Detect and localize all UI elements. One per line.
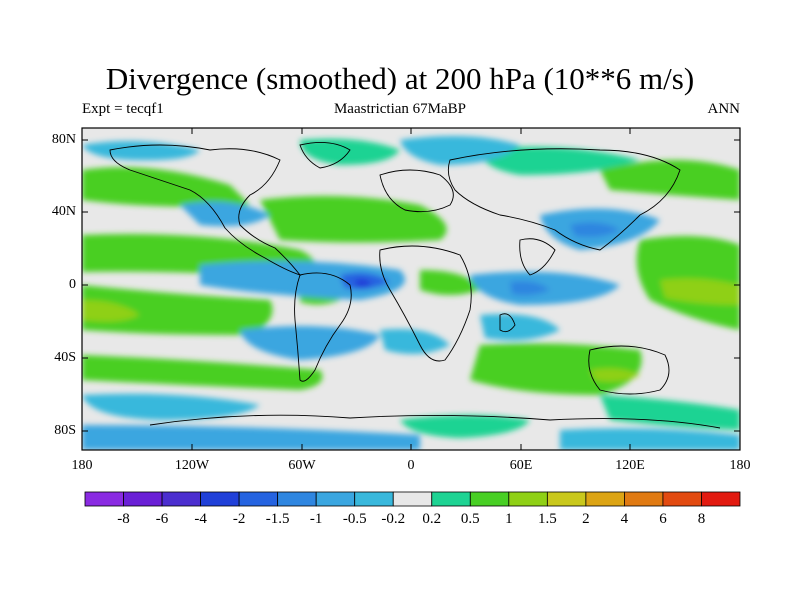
colorbar-label: -1.5 [265,511,290,527]
axis-ticks [82,128,740,450]
contour-negative [180,201,270,227]
coastline-europe [379,169,454,213]
coastline-madagascar [499,313,516,333]
colorbar-label: -0.5 [342,511,367,527]
contour-positive [590,368,640,382]
coastline-india [519,238,556,276]
contour-positive [82,285,273,335]
contour-positive [660,278,740,305]
lat-label: 0 [69,277,76,292]
colorbar-swatch [354,491,394,507]
colorbar-label: 4 [620,511,629,527]
contour-negative [380,329,450,354]
colorbar-swatch [546,491,587,507]
contour-negative [510,281,550,296]
contour-positive [82,167,250,207]
colorbar-label: 6 [659,511,667,527]
colorbar-label: 8 [697,511,706,527]
colorbar-label: 1.5 [537,511,557,527]
colorbar-label: -0.2 [381,511,406,527]
lon-label: 120E [615,458,645,473]
lat-label: 80S [54,423,76,438]
colorbar-swatch [469,491,510,507]
coastline-australia [588,345,670,395]
colorbar-swatch [315,491,356,507]
colorbar-swatch [123,491,163,507]
colorbar-label: -6 [155,511,169,527]
coastline-north-america [109,144,302,276]
coastline-asia [447,148,681,251]
colorbar-label: -8 [117,511,130,527]
colorbar-swatch [431,491,471,507]
lon-label: 180 [729,458,751,473]
colorbar-swatch [161,491,201,507]
contour-positive [600,395,740,430]
lon-label: 60E [509,458,533,473]
contour-positive [82,300,140,322]
colorbar-swatch [701,491,741,507]
contour-negative [82,393,260,420]
coastline-antarctica [149,414,721,429]
contour-positive [300,138,400,165]
coastline-south-america [294,272,352,382]
contour-negative [82,425,420,450]
contour-negative [355,278,372,288]
colorbar-label: -2 [232,511,246,527]
colorbar-swatch [585,491,625,507]
contour-positive [82,355,323,390]
lat-label: 40N [51,204,76,219]
colorbar-swatch [624,491,664,507]
colorbar-label: 0.2 [422,511,442,527]
map-field [82,128,740,450]
contour-negative [400,136,520,165]
colorbar-label: -4 [194,511,207,527]
lat-label: 80N [51,132,76,147]
colorbar-swatch [392,491,433,507]
colorbar-label: -1 [309,511,323,527]
season-label: ANN [707,101,741,117]
contour-negative [570,222,620,238]
lon-label: 120W [174,458,210,473]
coastline-greenland [299,141,351,169]
contour-negative [560,428,740,450]
colorbar-swatch [662,491,702,507]
colorbar-swatch [200,491,240,507]
colorbar [84,491,741,507]
contour-positive [480,146,640,175]
colorbar-swatch [277,491,317,507]
lon-label: 60W [288,458,316,473]
colorbar-swatch [508,491,548,507]
colorbar-label: 2 [582,511,590,527]
contour-positive [470,343,642,395]
contour-positive [420,270,480,295]
colorbar-label: 1 [505,511,513,527]
contour-negative [240,326,380,360]
coastline-africa [379,245,472,362]
lat-label: 40S [54,350,76,365]
lon-label: 0 [407,458,415,473]
coastlines [109,141,721,429]
colorbar-swatch [238,491,279,507]
contour-positive [600,160,740,200]
period-label: Maastrictian 67MaBP [333,101,467,117]
map-title: Divergence (smoothed) at 200 hPa (10**6 … [105,61,695,96]
colorbar-swatch [84,491,124,507]
lon-label: 180 [71,458,93,473]
experiment-label: Expt = tecqf1 [82,101,164,117]
contour-positive [400,415,530,438]
colorbar-label: 0.5 [460,511,480,527]
contour-negative [200,261,405,300]
